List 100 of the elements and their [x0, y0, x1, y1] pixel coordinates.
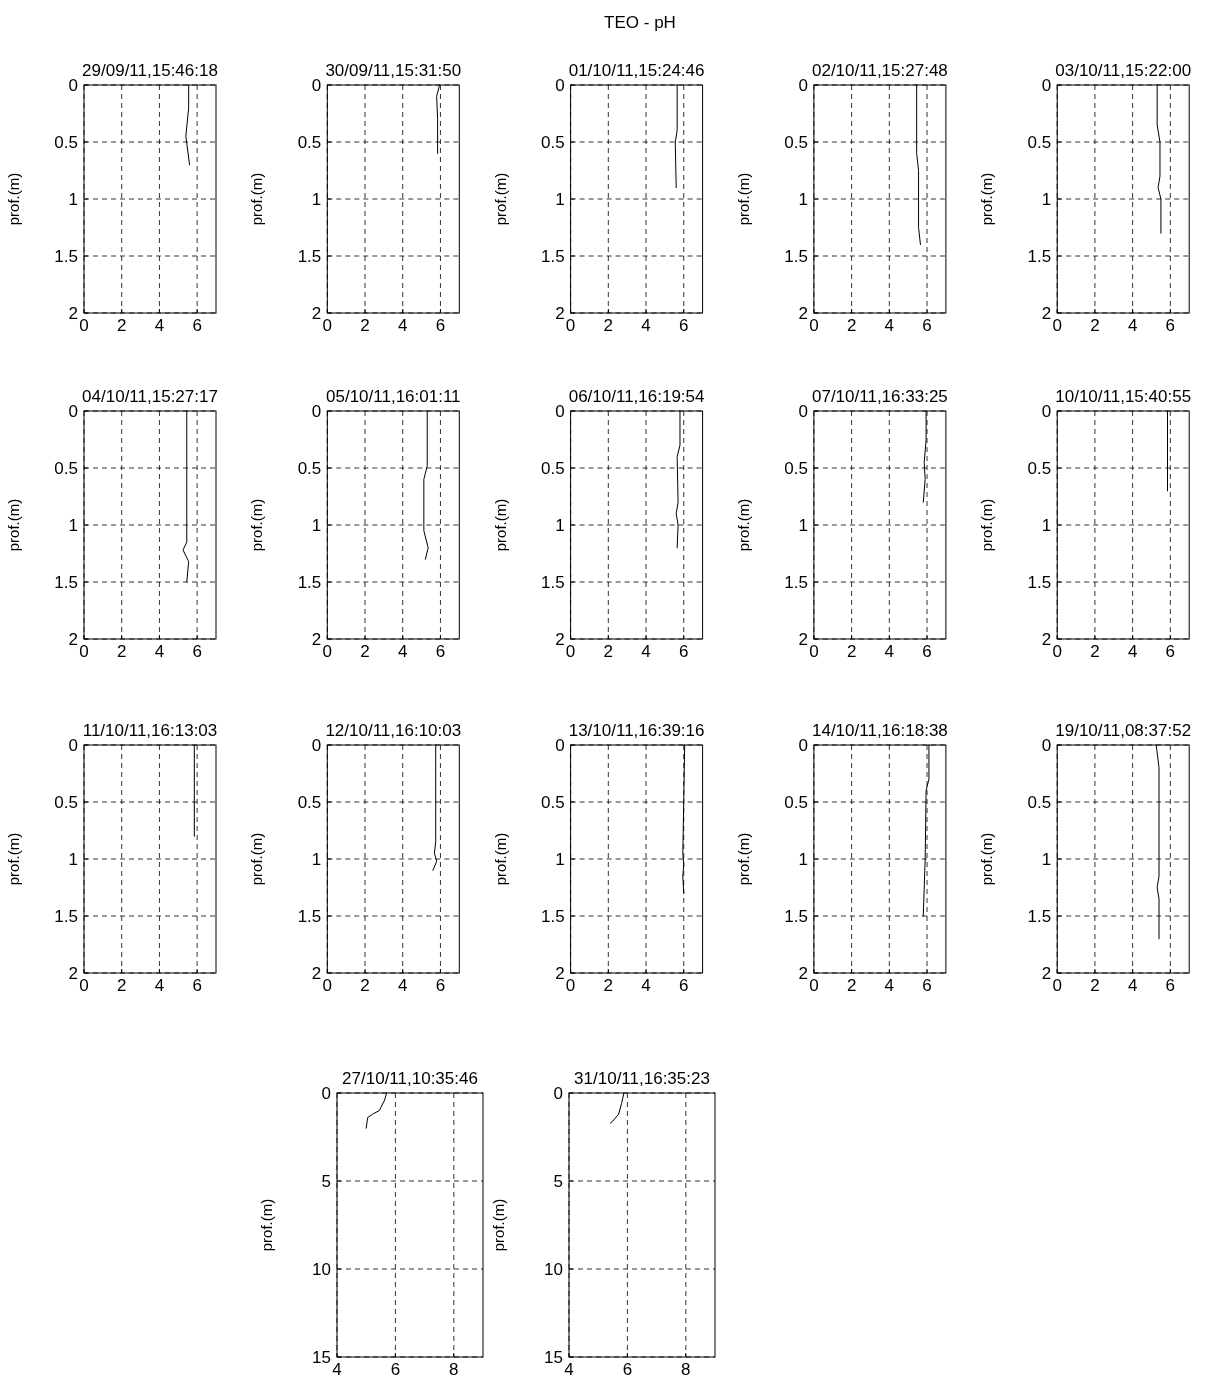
x-tick-label: 4	[884, 976, 895, 995]
y-axis-title: prof.(m)	[978, 498, 996, 552]
y-tick-label: 2	[68, 630, 78, 649]
text: TEO - pH	[604, 13, 676, 32]
x-tick-label: 2	[116, 976, 127, 995]
x-tick-label: 4	[154, 976, 165, 995]
y-tick-label: 1	[1041, 850, 1052, 869]
x-tick-label: 4	[1127, 316, 1138, 335]
y-axis-title: prof.(m)	[978, 832, 996, 886]
y-tick-label: 0.5	[297, 133, 322, 152]
y-tick-label: 2	[68, 304, 78, 323]
y-tick-label: 1.5	[784, 907, 808, 926]
x-tick-label: 6	[1165, 316, 1176, 335]
y-tick-label: 0	[311, 402, 322, 421]
chart-title: 31/10/11,16:35:23	[574, 1069, 710, 1088]
x-tick-label: 2	[603, 976, 614, 995]
chart-title: 11/10/11,16:13:03	[82, 721, 218, 740]
y-tick-label: 2	[555, 964, 565, 983]
y-tick-label: 1	[68, 850, 78, 869]
y-tick-label: 5	[321, 1172, 331, 1191]
x-tick-label: 4	[1127, 976, 1138, 995]
x-tick-label: 6	[435, 976, 446, 995]
y-tick-label: 1.5	[540, 247, 565, 266]
y-tick-label: 1.5	[297, 907, 322, 926]
y-axis-title: prof.(m)	[248, 498, 266, 552]
y-tick-label: 0	[798, 76, 808, 95]
y-tick-label: 2	[1041, 630, 1052, 649]
x-tick-label: 6	[435, 642, 446, 661]
y-axis-title: prof.(m)	[5, 172, 22, 226]
y-tick-label: 1.5	[1027, 573, 1052, 592]
x-tick-label: 2	[846, 316, 857, 335]
y-tick-label: 0.5	[54, 133, 78, 152]
y-tick-label: 1	[68, 190, 78, 209]
chart-title: 13/10/11,16:39:16	[568, 721, 705, 740]
chart-title: 19/10/11,08:37:52	[1055, 721, 1192, 740]
x-tick-label: 6	[922, 642, 932, 661]
x-tick-label: 6	[922, 976, 932, 995]
y-tick-label: 1	[798, 516, 808, 535]
x-tick-label: 6	[679, 316, 689, 335]
x-tick-label: 4	[397, 316, 408, 335]
y-tick-label: 2	[311, 964, 322, 983]
y-axis-title: prof.(m)	[734, 832, 752, 886]
y-tick-label: 1.5	[297, 247, 322, 266]
y-tick-label: 0.5	[540, 793, 565, 812]
y-tick-label: 0.5	[54, 459, 78, 478]
chart-title: 02/10/11,15:27:48	[811, 61, 948, 80]
x-tick-label: 8	[449, 1360, 459, 1379]
y-tick-label: 1.5	[54, 907, 78, 926]
y-tick-label: 2	[555, 630, 565, 649]
y-tick-label: 2	[555, 304, 565, 323]
x-tick-label: 6	[622, 1360, 633, 1379]
x-tick-label: 4	[154, 316, 165, 335]
x-tick-label: 4	[884, 642, 895, 661]
x-tick-label: 4	[641, 976, 651, 995]
x-tick-label: 6	[192, 976, 202, 995]
y-tick-label: 1.5	[540, 907, 565, 926]
y-tick-label: 2	[798, 630, 808, 649]
y-tick-label: 0.5	[54, 793, 78, 812]
x-tick-label: 2	[116, 642, 127, 661]
y-axis-title: prof.(m)	[5, 832, 22, 886]
x-tick-label: 6	[192, 642, 202, 661]
y-tick-label: 15	[544, 1348, 563, 1367]
y-tick-label: 0	[1041, 402, 1052, 421]
y-tick-label: 0.5	[297, 793, 322, 812]
chart-title: 12/10/11,16:10:03	[325, 721, 462, 740]
y-tick-label: 1	[68, 516, 78, 535]
y-tick-label: 0.5	[540, 459, 565, 478]
y-tick-label: 1	[798, 850, 808, 869]
y-axis-title: prof.(m)	[248, 172, 266, 226]
y-tick-label: 2	[798, 964, 808, 983]
x-tick-label: 2	[1090, 976, 1100, 995]
y-axis-title: prof.(m)	[734, 172, 752, 226]
chart-title: 07/10/11,16:33:25	[811, 387, 948, 406]
chart-title: 05/10/11,16:01:11	[326, 387, 461, 406]
y-tick-label: 2	[311, 630, 322, 649]
y-tick-label: 1	[311, 190, 322, 209]
y-axis-title: prof.(m)	[491, 172, 509, 226]
y-tick-label: 0	[555, 76, 565, 95]
y-tick-label: 1.5	[297, 573, 322, 592]
x-tick-label: 6	[192, 316, 202, 335]
y-tick-label: 10	[312, 1260, 331, 1279]
y-tick-label: 0	[798, 736, 808, 755]
x-tick-label: 6	[1165, 642, 1176, 661]
chart-title: 14/10/11,16:18:38	[811, 721, 948, 740]
y-tick-label: 10	[544, 1260, 563, 1279]
y-tick-label: 0	[1041, 736, 1052, 755]
y-tick-label: 1	[311, 516, 322, 535]
x-tick-label: 2	[1090, 642, 1100, 661]
y-tick-label: 2	[1041, 964, 1052, 983]
x-tick-label: 2	[846, 642, 857, 661]
x-tick-label: 6	[390, 1360, 401, 1379]
chart-title: 03/10/11,15:22:00	[1055, 61, 1192, 80]
chart-title: 27/10/11,10:35:46	[342, 1069, 478, 1088]
y-axis-title: prof.(m)	[734, 498, 752, 552]
chart-title: 01/10/11,15:24:46	[568, 61, 705, 80]
y-axis-title: prof.(m)	[491, 498, 509, 552]
y-axis-title: prof.(m)	[258, 1198, 275, 1252]
x-tick-label: 2	[360, 976, 370, 995]
x-tick-label: 4	[154, 642, 165, 661]
y-tick-label: 0.5	[1027, 133, 1052, 152]
